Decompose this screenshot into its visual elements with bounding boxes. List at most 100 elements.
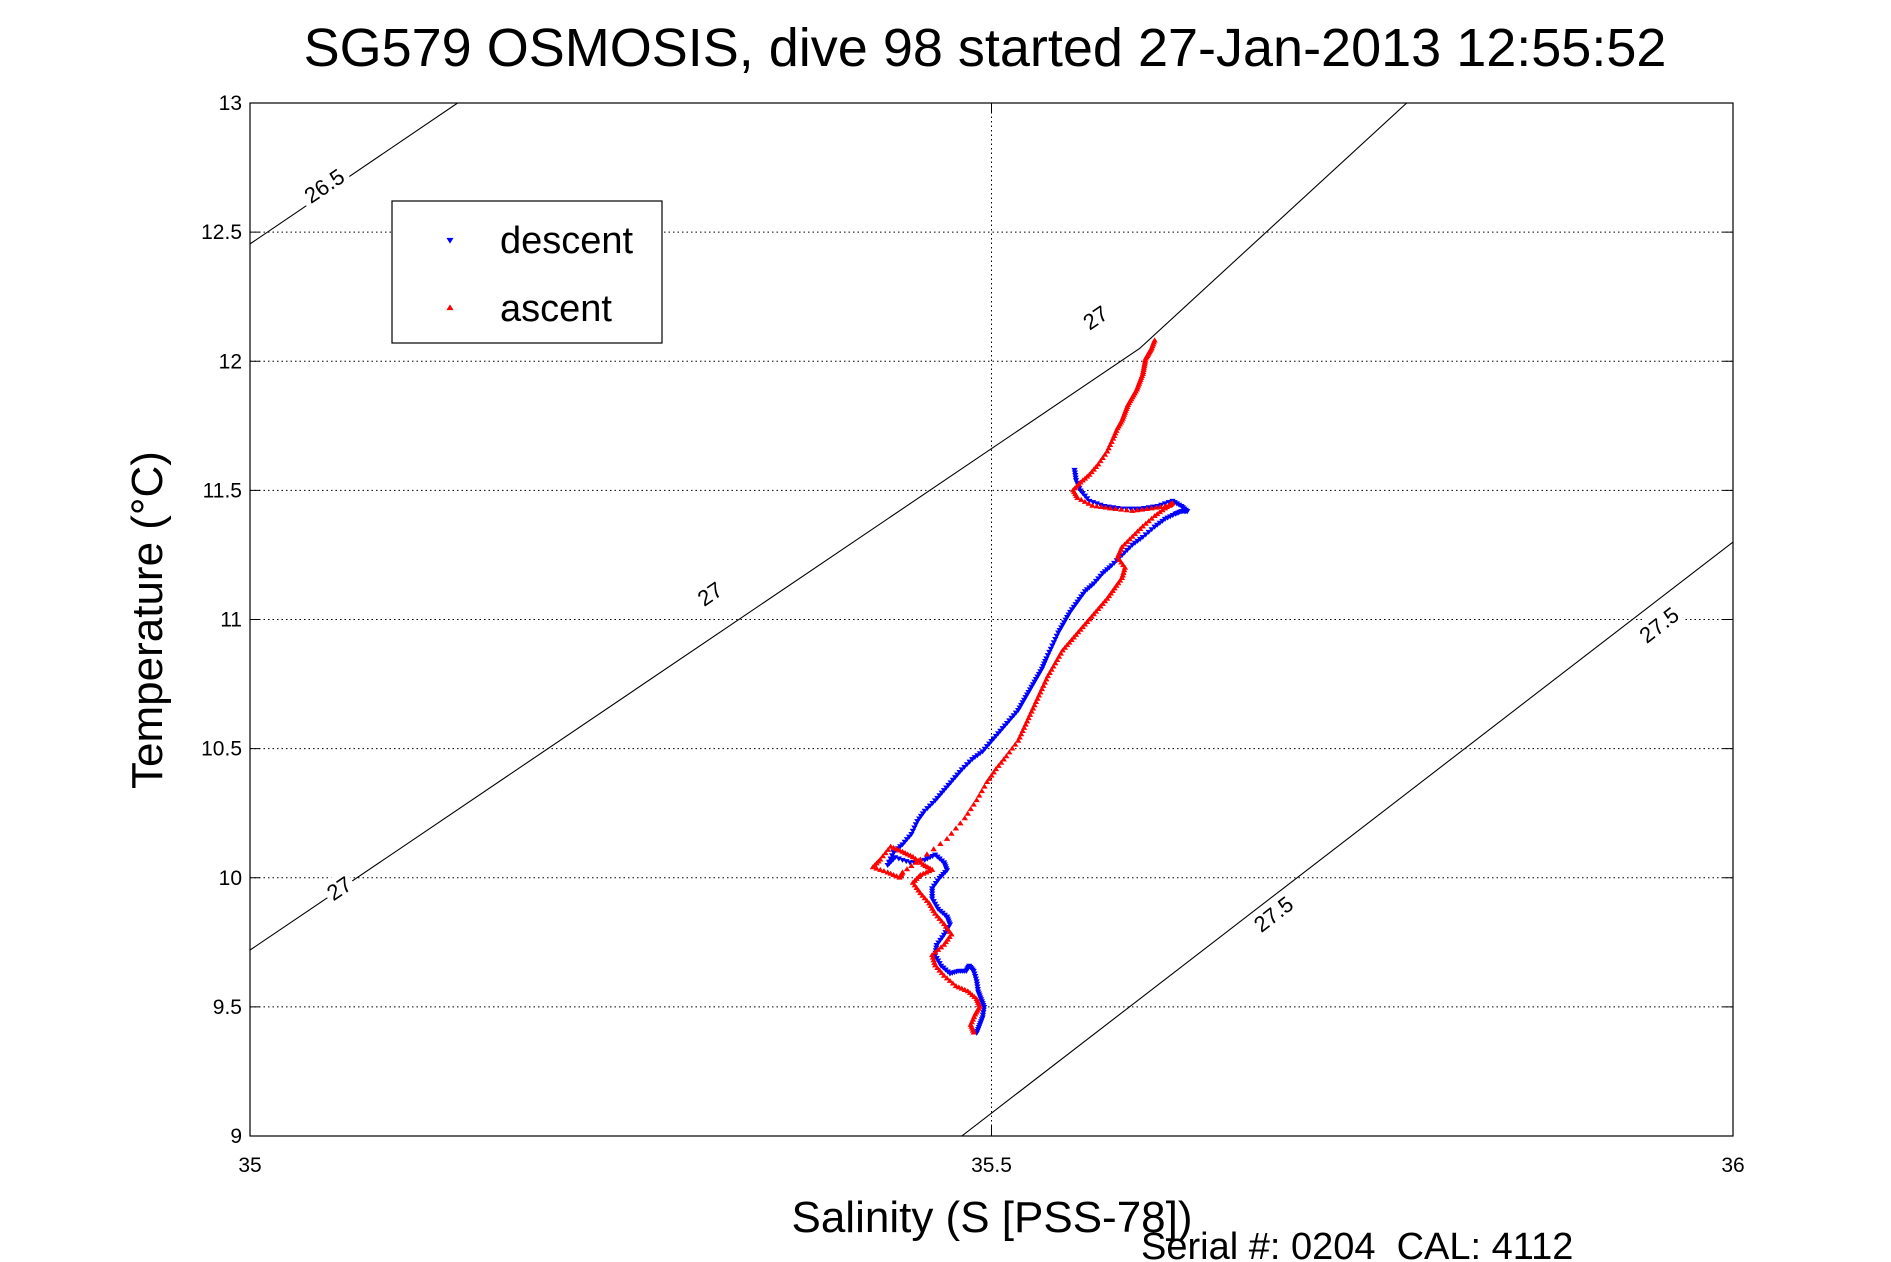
data-point: [1086, 471, 1093, 477]
data-point: [1086, 616, 1093, 622]
data-point: [1044, 673, 1051, 679]
data-point: [908, 862, 915, 868]
data-point: [934, 964, 941, 970]
data-point: [873, 865, 880, 871]
data-point: [1117, 577, 1124, 583]
data-point: [1102, 504, 1109, 510]
data-point: [1097, 573, 1104, 579]
data-point: [1139, 534, 1146, 541]
data-point: [1010, 713, 1017, 719]
data-point: [1134, 507, 1141, 513]
data-point: [899, 842, 906, 848]
data-point: [1148, 515, 1155, 521]
data-point: [938, 790, 945, 796]
data-point: [1124, 547, 1131, 553]
data-point: [1161, 503, 1169, 509]
data-point: [1116, 549, 1123, 555]
data-point: [1052, 660, 1059, 666]
data-point: [926, 803, 934, 809]
data-point: [906, 860, 914, 866]
data-point: [992, 766, 1000, 772]
data-point: [1118, 544, 1126, 550]
data-point: [940, 788, 948, 794]
data-point: [1035, 692, 1043, 698]
data-point: [1151, 524, 1158, 530]
data-point: [1090, 611, 1097, 617]
data-point: [981, 746, 988, 752]
data-point: [952, 775, 959, 781]
data-point: [913, 884, 920, 890]
data-point: [899, 857, 906, 863]
legend: descent ascent: [391, 200, 663, 344]
data-point: [952, 983, 960, 989]
data-point: [978, 788, 986, 794]
data-point: [1046, 669, 1053, 675]
data-point: [1109, 435, 1117, 441]
data-point: [1001, 723, 1008, 729]
data-point: [986, 775, 993, 781]
data-point: [963, 762, 971, 768]
data-point: [942, 939, 950, 945]
data-point: [1012, 710, 1020, 716]
isopycnal-line: [250, 103, 1408, 951]
data-point: [1070, 634, 1077, 640]
y-tick-label: 11: [220, 609, 242, 632]
data-point: [943, 975, 951, 981]
data-point: [932, 910, 939, 916]
data-point: [1006, 718, 1013, 724]
data-point: [1101, 598, 1109, 604]
data-point: [1025, 715, 1032, 721]
data-point: [1088, 613, 1095, 619]
data-point: [915, 887, 922, 893]
data-point: [932, 962, 939, 968]
data-point: [1120, 569, 1127, 575]
data-point: [949, 980, 957, 986]
data-point: [1077, 626, 1084, 632]
data-point: [912, 859, 920, 865]
contour-label-bg: [295, 160, 352, 210]
data-point: [944, 926, 951, 932]
y-tick-label: 9: [230, 1125, 242, 1148]
data-point: [1131, 531, 1139, 537]
data-point: [1098, 503, 1105, 510]
data-point: [1048, 666, 1055, 672]
data-point: [893, 873, 900, 879]
data-point: [1084, 496, 1091, 502]
data-point: [923, 851, 931, 857]
data-point: [1050, 663, 1057, 669]
data-point: [936, 793, 943, 799]
data-point: [1111, 432, 1118, 439]
data-point: [1012, 741, 1019, 747]
data-point: [906, 834, 913, 840]
data-point: [1114, 554, 1121, 560]
data-point: [1121, 541, 1128, 547]
serial-cal-footer: Serial #: 0204 CAL: 4112: [1141, 1226, 1573, 1262]
data-point: [1006, 749, 1013, 755]
data-point: [938, 970, 945, 976]
data-point: [1142, 520, 1149, 526]
data-point: [931, 959, 938, 965]
data-point: [967, 1021, 974, 1027]
data-point: [1126, 545, 1133, 551]
data-point: [1129, 533, 1136, 539]
data-point: [1026, 711, 1034, 717]
data-point: [1071, 467, 1078, 473]
data-point: [1084, 618, 1091, 624]
data-point: [971, 755, 978, 761]
data-point: [1113, 427, 1120, 433]
contour-label-bg: [319, 868, 358, 906]
data-point: [890, 872, 897, 878]
data-point: [1041, 679, 1049, 685]
data-point: [988, 739, 995, 745]
data-point: [1034, 695, 1041, 701]
data-point: [943, 785, 950, 791]
x-axis-tick-labels: 35 35.5 36: [238, 1154, 1744, 1177]
data-point: [940, 941, 948, 947]
data-point: [958, 767, 965, 773]
data-point: [948, 931, 955, 937]
data-point: [1016, 734, 1023, 740]
data-point: [1121, 550, 1128, 556]
data-point: [1152, 504, 1160, 510]
data-point: [1137, 536, 1144, 542]
data-point: [929, 954, 937, 960]
